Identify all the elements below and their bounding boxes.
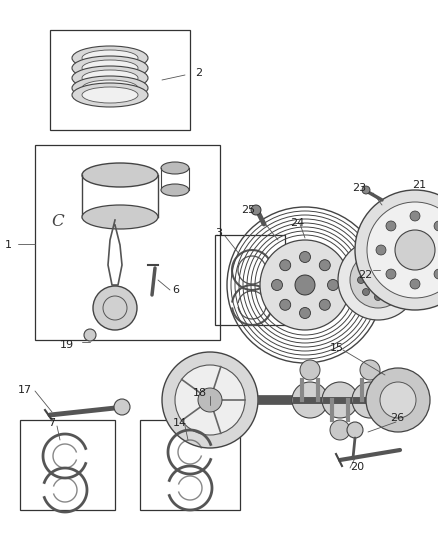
Text: C: C: [52, 214, 64, 230]
Text: 7: 7: [48, 418, 55, 428]
Circle shape: [319, 300, 330, 310]
Circle shape: [357, 277, 364, 284]
Bar: [20, 420, 115, 510]
Circle shape: [198, 388, 222, 412]
Ellipse shape: [72, 83, 148, 107]
Circle shape: [434, 221, 438, 231]
Circle shape: [366, 368, 430, 432]
Circle shape: [360, 360, 380, 380]
Circle shape: [319, 260, 330, 271]
Ellipse shape: [161, 162, 189, 174]
Circle shape: [93, 286, 137, 330]
Circle shape: [322, 382, 358, 418]
Text: 2: 2: [195, 68, 202, 78]
Text: 23: 23: [352, 183, 366, 193]
Text: 3: 3: [215, 228, 222, 238]
Circle shape: [363, 264, 370, 271]
Ellipse shape: [72, 46, 148, 70]
Ellipse shape: [72, 56, 148, 80]
Circle shape: [380, 382, 416, 418]
Circle shape: [386, 221, 396, 231]
Circle shape: [292, 382, 328, 418]
Circle shape: [386, 264, 393, 271]
Circle shape: [328, 279, 339, 290]
Text: 21: 21: [412, 180, 426, 190]
Circle shape: [386, 288, 393, 295]
Ellipse shape: [82, 50, 138, 66]
Circle shape: [355, 190, 438, 310]
Circle shape: [300, 252, 311, 262]
Ellipse shape: [82, 87, 138, 103]
Text: 15: 15: [330, 343, 344, 353]
Ellipse shape: [82, 205, 158, 229]
Circle shape: [374, 294, 381, 301]
Ellipse shape: [72, 76, 148, 100]
Circle shape: [295, 275, 315, 295]
Text: 17: 17: [18, 385, 32, 395]
Ellipse shape: [343, 272, 359, 282]
Circle shape: [114, 399, 130, 415]
Circle shape: [395, 230, 435, 270]
Circle shape: [392, 277, 399, 284]
Circle shape: [300, 308, 311, 319]
Circle shape: [410, 279, 420, 289]
Circle shape: [300, 360, 320, 380]
Circle shape: [362, 186, 370, 194]
Circle shape: [175, 365, 245, 435]
Text: 6: 6: [172, 285, 179, 295]
Circle shape: [367, 202, 438, 298]
Text: 19: 19: [60, 340, 74, 350]
Circle shape: [280, 300, 291, 310]
Text: 18: 18: [193, 388, 207, 398]
Circle shape: [272, 279, 283, 290]
Circle shape: [330, 420, 350, 440]
Bar: [50, 30, 190, 130]
Text: 25: 25: [241, 205, 255, 215]
Circle shape: [162, 352, 258, 448]
Circle shape: [251, 205, 261, 215]
Circle shape: [410, 211, 420, 221]
Circle shape: [260, 240, 350, 330]
Text: 26: 26: [390, 413, 404, 423]
Ellipse shape: [82, 70, 138, 86]
Ellipse shape: [82, 80, 138, 96]
Ellipse shape: [82, 163, 158, 187]
Circle shape: [352, 382, 388, 418]
Bar: [140, 420, 240, 510]
Circle shape: [376, 245, 386, 255]
Bar: [215, 235, 285, 325]
Circle shape: [280, 260, 291, 271]
Circle shape: [371, 273, 385, 287]
Circle shape: [338, 240, 418, 320]
Ellipse shape: [161, 184, 189, 196]
Circle shape: [363, 288, 370, 295]
Text: 14: 14: [173, 418, 187, 428]
Text: 24: 24: [290, 218, 304, 228]
Text: 1: 1: [5, 240, 12, 250]
Text: 20: 20: [350, 462, 364, 472]
Bar: [35, 145, 220, 340]
Ellipse shape: [82, 60, 138, 76]
Ellipse shape: [72, 66, 148, 90]
Circle shape: [84, 329, 96, 341]
Circle shape: [350, 252, 406, 308]
Circle shape: [374, 260, 381, 266]
Circle shape: [434, 269, 438, 279]
Text: 22: 22: [358, 270, 372, 280]
Circle shape: [386, 269, 396, 279]
Circle shape: [347, 422, 363, 438]
